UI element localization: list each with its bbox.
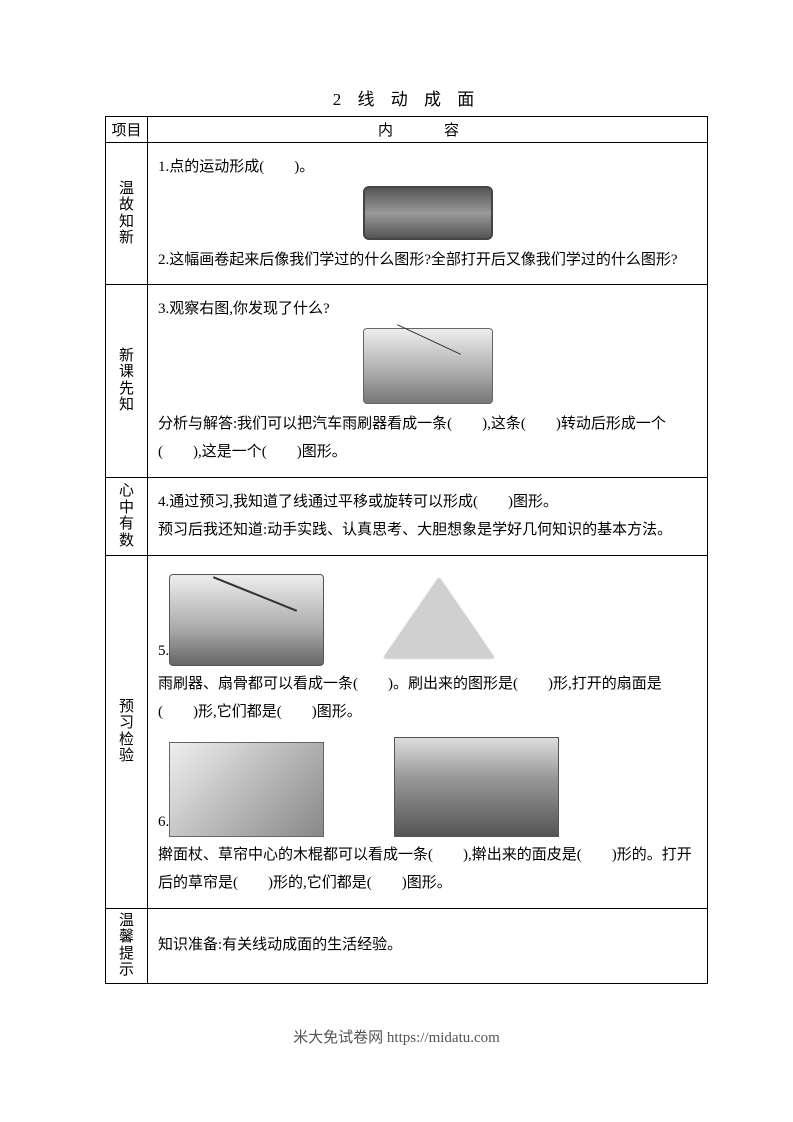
row-label-review: 温 故 知 新 bbox=[106, 143, 148, 285]
question-1: 1.点的运动形成( )。 bbox=[158, 153, 697, 182]
question-6-text: 擀面杖、草帘中心的木棍都可以看成一条( ),擀出来的面皮是( )形的。打开后的草… bbox=[158, 841, 697, 898]
label-char: 故 bbox=[106, 197, 147, 214]
worksheet-table: 项目 内 容 温 故 知 新 1.点的运动形成( )。 2.这幅画卷起来后像我们… bbox=[105, 116, 708, 984]
row-label-practice: 预 习 检 验 bbox=[106, 555, 148, 908]
question-3-body: 分析与解答:我们可以把汽车雨刷器看成一条( ),这条( )转动后形成一个( ),… bbox=[158, 410, 697, 467]
label-char: 习 bbox=[106, 715, 147, 732]
section-row-2: 新 课 先 知 3.观察右图,你发现了什么? 分析与解答:我们可以把汽车雨刷器看… bbox=[106, 285, 708, 478]
scroll-painting-image bbox=[363, 186, 493, 240]
header-right: 内 容 bbox=[148, 117, 708, 143]
section-row-3: 心 中 有 数 4.通过预习,我知道了线通过平移或旋转可以形成( )图形。 预习… bbox=[106, 477, 708, 555]
row-label-summary: 心 中 有 数 bbox=[106, 477, 148, 555]
label-char: 温 bbox=[106, 181, 147, 198]
label-char: 新 bbox=[106, 230, 147, 247]
footer-text: 米大免试卷网 https://midatu.com bbox=[0, 1026, 793, 1047]
question-2: 2.这幅画卷起来后像我们学过的什么图形?全部打开后又像我们学过的什么图形? bbox=[158, 246, 697, 275]
page: 2 线 动 成 面 项目 内 容 温 故 知 新 1.点的运动形成( )。 2.… bbox=[0, 0, 793, 984]
car-wiper-image bbox=[363, 328, 493, 404]
question-6-images: 6. bbox=[158, 737, 697, 837]
label-char: 提 bbox=[106, 946, 147, 963]
label-char: 先 bbox=[106, 381, 147, 398]
section-row-5: 温 馨 提 示 知识准备:有关线动成面的生活经验。 bbox=[106, 908, 708, 983]
question-4-line2: 预习后我还知道:动手实践、认真思考、大胆想象是学好几何知识的基本方法。 bbox=[158, 516, 697, 545]
label-char: 新 bbox=[106, 348, 147, 365]
section-content-2: 3.观察右图,你发现了什么? 分析与解答:我们可以把汽车雨刷器看成一条( ),这… bbox=[148, 285, 708, 478]
question-4-line1: 4.通过预习,我知道了线通过平移或旋转可以形成( )图形。 bbox=[158, 488, 697, 517]
page-title: 2 线 动 成 面 bbox=[105, 85, 708, 110]
header-row: 项目 内 容 bbox=[106, 117, 708, 143]
question-5-images: 5. bbox=[158, 566, 697, 666]
label-char: 预 bbox=[106, 699, 147, 716]
label-char: 馨 bbox=[106, 929, 147, 946]
label-char: 温 bbox=[106, 913, 147, 930]
label-char: 知 bbox=[106, 397, 147, 414]
section-content-3: 4.通过预习,我知道了线通过平移或旋转可以形成( )图形。 预习后我还知道:动手… bbox=[148, 477, 708, 555]
row-label-newlesson: 新 课 先 知 bbox=[106, 285, 148, 478]
label-char: 验 bbox=[106, 748, 147, 765]
label-char: 中 bbox=[106, 500, 147, 517]
rolling-dough-image bbox=[169, 742, 324, 837]
label-char: 心 bbox=[106, 483, 147, 500]
folding-fan-image bbox=[384, 566, 494, 666]
section-content-5: 知识准备:有关线动成面的生活经验。 bbox=[148, 908, 708, 983]
section-row-1: 温 故 知 新 1.点的运动形成( )。 2.这幅画卷起来后像我们学过的什么图形… bbox=[106, 143, 708, 285]
label-char: 数 bbox=[106, 533, 147, 550]
question-6-num: 6. bbox=[158, 808, 169, 837]
tip-text: 知识准备:有关线动成面的生活经验。 bbox=[158, 931, 697, 960]
row-label-tip: 温 馨 提 示 bbox=[106, 908, 148, 983]
section-content-1: 1.点的运动形成( )。 2.这幅画卷起来后像我们学过的什么图形?全部打开后又像… bbox=[148, 143, 708, 285]
label-char: 检 bbox=[106, 732, 147, 749]
section-content-4: 5. 雨刷器、扇骨都可以看成一条( )。刷出来的图形是( )形,打开的扇面是( … bbox=[148, 555, 708, 908]
label-char: 有 bbox=[106, 516, 147, 533]
header-left: 项目 bbox=[106, 117, 148, 143]
section-row-4: 预 习 检 验 5. 雨刷器、扇骨都可以看成一条( )。刷出来的图形是( )形,… bbox=[106, 555, 708, 908]
question-5-num: 5. bbox=[158, 637, 169, 666]
question-5-text: 雨刷器、扇骨都可以看成一条( )。刷出来的图形是( )形,打开的扇面是( )形,… bbox=[158, 670, 697, 727]
straw-mat-image bbox=[394, 737, 559, 837]
question-3-head: 3.观察右图,你发现了什么? bbox=[158, 295, 697, 324]
label-char: 课 bbox=[106, 364, 147, 381]
label-char: 知 bbox=[106, 214, 147, 231]
windshield-wiper-image bbox=[169, 574, 324, 666]
label-char: 示 bbox=[106, 962, 147, 979]
